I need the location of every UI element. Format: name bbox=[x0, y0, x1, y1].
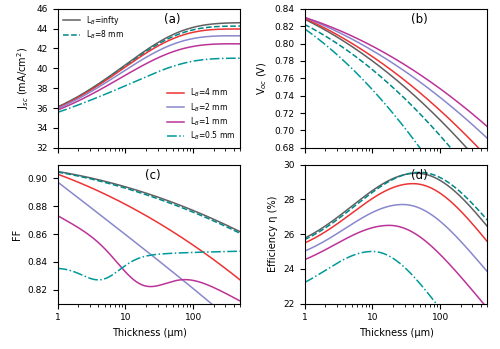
Text: (a): (a) bbox=[164, 13, 180, 26]
Y-axis label: FF: FF bbox=[12, 229, 22, 240]
X-axis label: Thickness (μm): Thickness (μm) bbox=[358, 328, 434, 338]
Text: (d): (d) bbox=[410, 169, 428, 182]
Text: (b): (b) bbox=[410, 13, 428, 26]
Text: (c): (c) bbox=[146, 169, 161, 182]
Y-axis label: V$_{oc}$ (V): V$_{oc}$ (V) bbox=[256, 61, 269, 95]
Legend: L$_B$=4 mm, L$_B$=2 mm, L$_B$=1 mm, L$_B$=0.5 mm: L$_B$=4 mm, L$_B$=2 mm, L$_B$=1 mm, L$_B… bbox=[166, 85, 236, 144]
Y-axis label: Efficiency η (%): Efficiency η (%) bbox=[268, 196, 278, 272]
Y-axis label: J$_{sc}$ (mA/cm$^2$): J$_{sc}$ (mA/cm$^2$) bbox=[15, 47, 30, 109]
X-axis label: Thickness (μm): Thickness (μm) bbox=[112, 328, 186, 338]
